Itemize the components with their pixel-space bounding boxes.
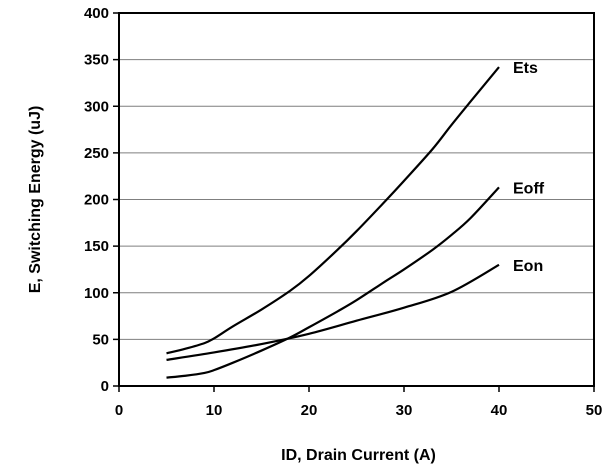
x-axis-title: ID, Drain Current (A) [281,447,436,464]
series-lines [166,66,500,379]
y-tick-label: 250 [84,145,109,162]
grid-lines [119,59,594,340]
x-tick-label: 0 [115,402,123,419]
y-tick-label: 350 [84,52,109,69]
x-tick-label: 40 [491,402,508,419]
x-tick-label: 30 [396,402,413,419]
y-tick-label: 100 [84,285,109,302]
y-tick-label: 150 [84,238,109,255]
series-label-ets: Ets [513,60,538,77]
series-label-eon: Eon [513,258,543,275]
y-axis-title: E, Switching Energy (uJ) [27,106,44,294]
y-tick-label: 0 [101,378,109,395]
series-line-ets [166,66,500,355]
y-tick-label: 300 [84,98,109,115]
x-tick-label: 20 [301,402,318,419]
y-tick-label: 400 [84,5,109,22]
series-label-eoff: Eoff [513,180,545,197]
x-tick-label: 50 [586,402,603,419]
series-line-eoff [166,186,500,379]
series-labels: Ets Eoff Eon [513,60,545,275]
y-axis-ticks: 0 50 100 150 200 250 300 350 400 [84,5,119,395]
series-line-eon [166,263,500,361]
x-axis-ticks: 0 10 20 30 40 50 [115,386,603,419]
y-tick-label: 50 [92,331,109,348]
y-tick-label: 200 [84,192,109,209]
x-tick-label: 10 [206,402,223,419]
